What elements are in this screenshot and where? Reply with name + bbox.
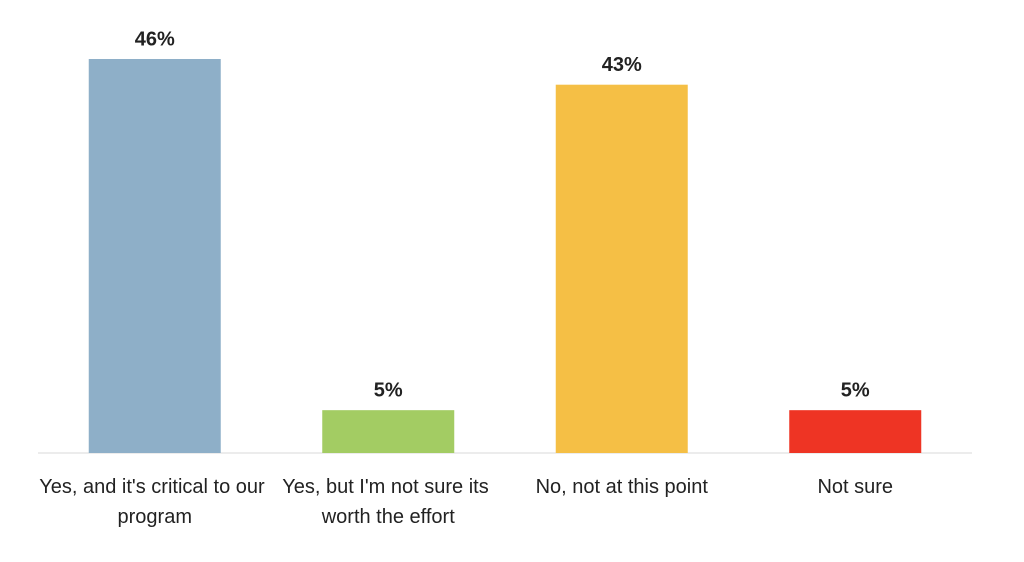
label-line: program [118,506,192,528]
value-label: 46% [135,28,175,50]
bar [88,59,221,453]
x-tick-label: Not sure [817,476,893,498]
value-label: 43% [602,54,642,76]
label-line: Yes, and it's critical to our [39,476,270,498]
x-tick-label: Yes, and it's critical to our program [39,476,270,528]
value-label: 5% [374,379,403,401]
bar [789,410,922,453]
label-line: No, not at this point [536,476,709,498]
x-tick-label: Yes, but I'm not sure its worth the effo… [282,476,494,528]
x-tick-label: No, not at this point [536,476,709,498]
bar [322,410,455,453]
label-line: worth the effort [321,506,455,528]
label-line: Not sure [817,476,893,498]
bar [555,84,688,454]
value-label: 5% [841,379,870,401]
label-line: Yes, but I'm not sure its [282,476,494,498]
